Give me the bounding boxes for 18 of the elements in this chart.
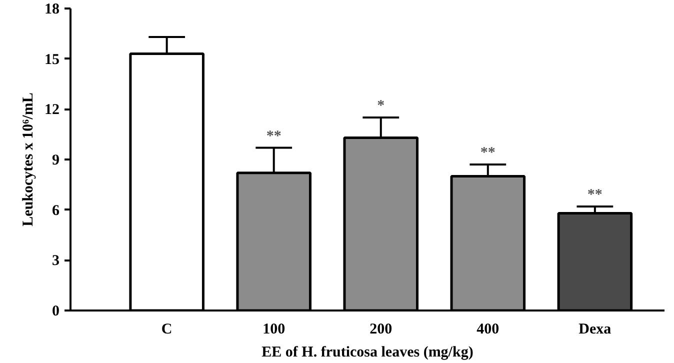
y-axis-title: Leukocytes x 10⁶/mL <box>20 92 36 226</box>
x-axis-title: EE of H. fruticosa leaves (mg/kg) <box>262 344 474 360</box>
annotation: * <box>377 98 385 114</box>
y-tick-label: 6 <box>52 202 60 219</box>
y-tick-label: 9 <box>52 152 60 168</box>
x-tick-label: Dexa <box>578 322 612 338</box>
y-tick-label: 3 <box>52 253 60 270</box>
y-tick-label: 18 <box>44 2 60 18</box>
annotation: ** <box>266 128 282 144</box>
annotation: ** <box>480 145 496 162</box>
x-tick-label: C <box>161 322 172 338</box>
y-tick-label: 15 <box>44 52 60 68</box>
y-tick-label: 0 <box>52 304 60 320</box>
x-tick-label: 400 <box>476 322 500 338</box>
annotation: ** <box>587 187 602 204</box>
y-tick-label: 12 <box>44 102 60 118</box>
x-tick-label: 200 <box>370 322 392 338</box>
x-tick-label: 100 <box>262 322 286 338</box>
